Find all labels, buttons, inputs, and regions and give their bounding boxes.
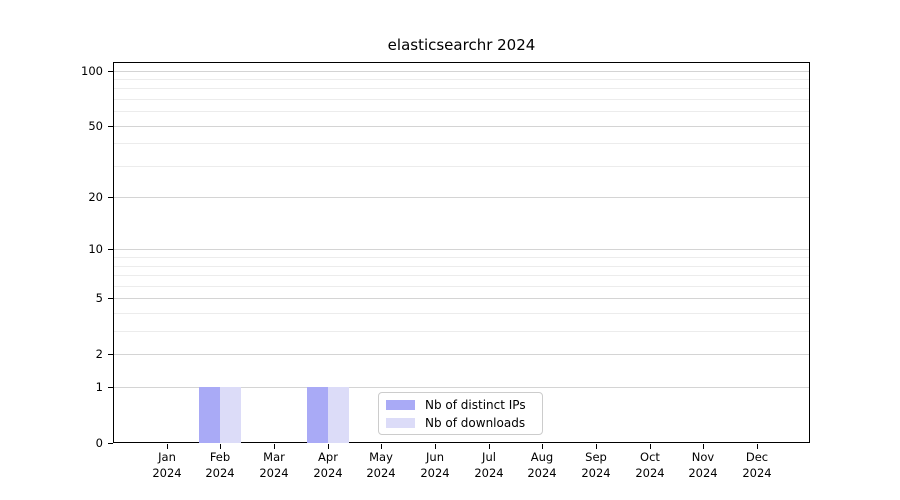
plot-area: [113, 62, 810, 443]
y-tick-mark: [108, 126, 113, 127]
gridline-major: [114, 126, 809, 127]
gridline-minor: [114, 99, 809, 100]
legend-swatch: [386, 399, 415, 410]
x-tick-label-year: 2024: [205, 465, 235, 480]
gridline-minor: [114, 257, 809, 258]
x-tick-label: Jan 2024: [136, 450, 198, 481]
y-tick-mark: [108, 71, 113, 72]
gridline-major: [114, 298, 809, 299]
x-tick-label: Sep 2024: [565, 450, 627, 481]
bar-downloads: [328, 387, 349, 443]
x-tick-label-month: Jun: [426, 450, 444, 464]
legend-item: Nb of downloads: [386, 416, 542, 430]
y-tick-label: 2: [95, 347, 103, 361]
x-tick-label-year: 2024: [527, 465, 557, 480]
x-tick-label: Apr 2024: [297, 450, 359, 481]
y-tick-mark: [108, 298, 113, 299]
x-tick-label-year: 2024: [474, 465, 504, 480]
y-tick-mark: [108, 443, 113, 444]
x-tick-label-month: Apr: [318, 450, 338, 464]
y-tick-mark: [108, 249, 113, 250]
gridline-minor: [114, 331, 809, 332]
x-tick-label-month: Feb: [209, 450, 231, 464]
x-tick-label-month: Sep: [585, 450, 607, 464]
y-tick-mark: [108, 387, 113, 388]
x-tick-label-month: Jan: [158, 450, 176, 464]
x-tick-label: Feb 2024: [189, 450, 251, 481]
bar-distinct-ips: [199, 387, 220, 443]
x-tick-mark: [703, 444, 704, 449]
x-tick-label: Oct 2024: [619, 450, 681, 481]
y-tick-label: 0: [95, 436, 103, 450]
x-tick-label: Nov 2024: [672, 450, 734, 481]
chart-title: elasticsearchr 2024: [387, 36, 536, 54]
x-tick-label-month: Jul: [482, 450, 496, 464]
x-tick-mark: [435, 444, 436, 449]
y-tick-label: 100: [81, 64, 103, 78]
gridline-major: [114, 387, 809, 388]
x-tick-mark: [328, 444, 329, 449]
bar-distinct-ips: [307, 387, 328, 443]
x-tick-mark: [757, 444, 758, 449]
legend-item: Nb of distinct IPs: [386, 398, 542, 412]
x-tick-label-month: Oct: [640, 450, 660, 464]
x-tick-label: Dec 2024: [726, 450, 788, 481]
x-tick-label: Jul 2024: [458, 450, 520, 481]
y-tick-label: 50: [88, 119, 103, 133]
gridline-minor: [114, 286, 809, 287]
x-tick-label: Aug 2024: [511, 450, 573, 481]
x-tick-mark: [274, 444, 275, 449]
bar-downloads: [220, 387, 241, 443]
gridline-minor: [114, 88, 809, 89]
x-tick-label: Jun 2024: [404, 450, 466, 481]
x-tick-mark: [542, 444, 543, 449]
gridline-minor: [114, 166, 809, 167]
x-tick-label-year: 2024: [742, 465, 772, 480]
x-tick-label-month: Dec: [745, 450, 769, 464]
x-tick-mark: [596, 444, 597, 449]
gridline-minor: [114, 266, 809, 267]
y-tick-mark: [108, 197, 113, 198]
y-tick-mark: [108, 354, 113, 355]
legend: Nb of distinct IPs Nb of downloads: [378, 392, 543, 435]
legend-swatch: [386, 417, 415, 428]
x-tick-mark: [167, 444, 168, 449]
gridline-major: [114, 354, 809, 355]
x-tick-mark: [220, 444, 221, 449]
gridline-major: [114, 249, 809, 250]
x-tick-mark: [489, 444, 490, 449]
y-tick-label: 20: [88, 190, 103, 204]
x-tick-label-month: Mar: [263, 450, 285, 464]
gridline-major: [114, 71, 809, 72]
gridline-minor: [114, 79, 809, 80]
x-tick-label-year: 2024: [420, 465, 450, 480]
x-tick-label-year: 2024: [259, 465, 289, 480]
x-tick-label-month: May: [369, 450, 393, 464]
x-tick-label-year: 2024: [366, 465, 396, 480]
x-tick-label: Mar 2024: [243, 450, 305, 481]
gridline-minor: [114, 111, 809, 112]
x-tick-label-month: Aug: [530, 450, 554, 464]
legend-item-label: Nb of downloads: [425, 415, 526, 430]
gridline-major: [114, 197, 809, 198]
y-tick-label: 1: [95, 380, 103, 394]
y-tick-label: 10: [88, 242, 103, 256]
gridline-minor: [114, 313, 809, 314]
gridline-minor: [114, 143, 809, 144]
gridline-minor: [114, 275, 809, 276]
x-tick-mark: [381, 444, 382, 449]
y-tick-label: 5: [95, 291, 103, 305]
x-tick-label-month: Nov: [691, 450, 715, 464]
x-tick-label-year: 2024: [152, 465, 182, 480]
x-tick-label: May 2024: [350, 450, 412, 481]
legend-item-label: Nb of distinct IPs: [425, 397, 526, 412]
x-tick-mark: [650, 444, 651, 449]
x-tick-label-year: 2024: [635, 465, 665, 480]
x-tick-label-year: 2024: [581, 465, 611, 480]
x-tick-label-year: 2024: [313, 465, 343, 480]
x-tick-label-year: 2024: [688, 465, 718, 480]
